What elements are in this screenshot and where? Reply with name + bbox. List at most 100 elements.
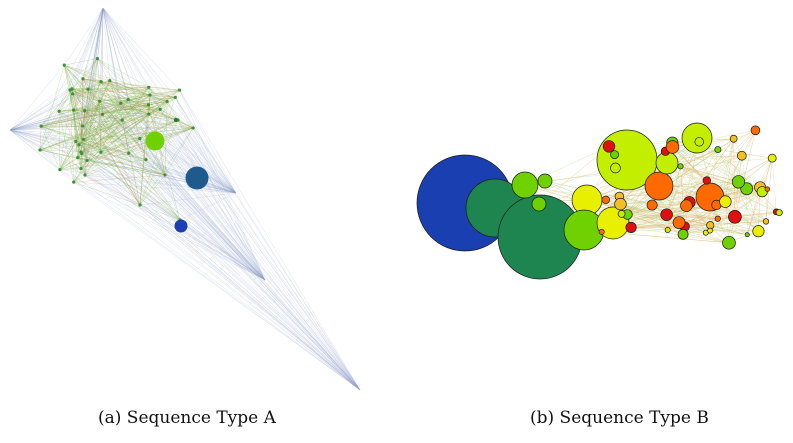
edge <box>100 7 104 82</box>
edge <box>9 129 82 154</box>
node <box>672 216 686 229</box>
edge <box>64 64 102 82</box>
node <box>729 134 738 143</box>
node <box>138 203 142 207</box>
network-panel-b <box>405 0 793 400</box>
edge <box>72 93 266 281</box>
node <box>511 171 539 199</box>
edge <box>102 7 176 98</box>
edge <box>86 101 100 161</box>
edge <box>97 7 104 59</box>
edge <box>120 103 166 176</box>
edge <box>83 139 266 281</box>
edge <box>149 94 237 194</box>
node <box>83 108 87 113</box>
edge <box>100 81 151 96</box>
edge <box>139 204 181 221</box>
edge <box>58 111 361 391</box>
edge <box>619 196 718 219</box>
edge <box>39 126 42 151</box>
edge <box>72 93 181 221</box>
edge <box>41 94 151 127</box>
node <box>775 209 783 217</box>
edge <box>77 157 361 391</box>
node <box>531 196 547 212</box>
edge <box>73 127 194 183</box>
edge <box>59 168 82 170</box>
edge <box>97 58 361 391</box>
node <box>714 215 721 222</box>
node <box>144 158 148 162</box>
edge <box>164 174 266 281</box>
edge <box>148 89 180 106</box>
edge <box>71 88 140 139</box>
edge <box>97 58 149 106</box>
node <box>177 88 182 92</box>
edge <box>725 130 756 202</box>
edge <box>725 201 730 243</box>
edge <box>128 153 266 281</box>
edge <box>179 219 266 281</box>
edge <box>99 89 180 102</box>
edge <box>672 142 739 182</box>
edge <box>39 141 76 151</box>
edge <box>78 94 151 145</box>
node <box>77 143 81 147</box>
caption-a: (a) Sequence Type A <box>98 408 276 428</box>
edge <box>73 109 266 281</box>
edge <box>39 58 98 151</box>
edge <box>75 141 237 194</box>
edge <box>39 110 85 151</box>
node <box>625 221 637 233</box>
edge <box>9 126 42 131</box>
edge <box>84 174 141 206</box>
edge <box>100 152 266 281</box>
edge <box>9 88 73 131</box>
node <box>76 156 80 160</box>
edge <box>83 138 140 140</box>
node <box>165 99 169 104</box>
edge <box>41 126 61 170</box>
node <box>614 197 627 211</box>
network-graph-b <box>416 122 783 280</box>
node <box>722 235 736 250</box>
edge <box>658 130 756 187</box>
edge <box>679 222 759 232</box>
edge <box>164 174 361 391</box>
edge <box>82 125 181 221</box>
edge <box>58 88 73 112</box>
node <box>99 150 103 154</box>
node <box>719 195 732 208</box>
edge <box>73 181 237 194</box>
edge <box>544 180 668 231</box>
node <box>71 92 75 96</box>
edge <box>59 109 74 112</box>
edge <box>139 127 194 206</box>
edge <box>39 88 73 151</box>
edge <box>100 81 266 281</box>
edge <box>73 109 237 194</box>
edge <box>75 141 361 391</box>
edge <box>139 174 166 206</box>
node <box>38 148 42 152</box>
edge <box>9 89 89 131</box>
edge <box>78 101 100 145</box>
node <box>147 85 151 89</box>
edge <box>666 141 700 215</box>
edge <box>149 94 176 98</box>
node <box>707 227 713 234</box>
edge <box>69 89 179 121</box>
edge <box>164 101 168 176</box>
edge <box>69 89 100 102</box>
edge <box>84 110 237 194</box>
node <box>665 140 680 154</box>
node <box>537 173 553 189</box>
node <box>644 171 674 201</box>
edge <box>82 78 168 102</box>
edge <box>680 157 773 167</box>
edge <box>672 142 767 222</box>
node <box>694 137 704 147</box>
edge <box>9 110 85 131</box>
edge <box>102 7 149 105</box>
node <box>39 124 43 128</box>
